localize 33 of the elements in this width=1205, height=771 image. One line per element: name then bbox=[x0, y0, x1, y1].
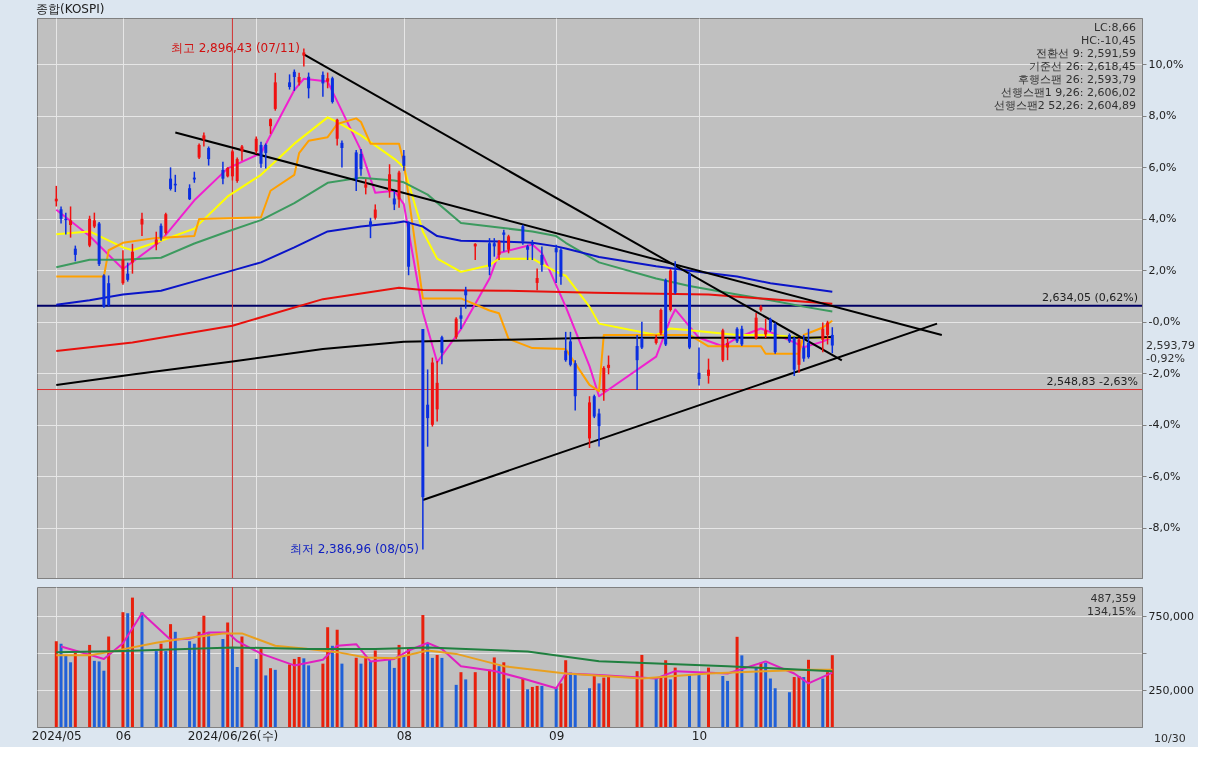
ref-line-label: 2,634,05 (0,62%) bbox=[1041, 290, 1138, 304]
y-tick-label: -8,0% bbox=[1148, 521, 1181, 535]
x-tick-label: 09 bbox=[549, 728, 565, 743]
y-tick-label: 250,000 bbox=[1148, 683, 1194, 697]
annotation: LC:8,66 bbox=[1093, 21, 1136, 34]
annotation: 134,15% bbox=[1087, 605, 1136, 618]
y-tick-label: -4,0% bbox=[1148, 418, 1181, 432]
y-tick-label: 750,000 bbox=[1148, 609, 1194, 623]
y-tick-label: 6,0% bbox=[1148, 160, 1177, 174]
annotation: 후행스팬 26: 2,593,79 bbox=[1018, 73, 1136, 86]
chart-title: 종합(KOSPI) bbox=[36, 1, 105, 16]
annotation: 선행스팬2 52,26: 2,604,89 bbox=[993, 99, 1136, 112]
annotation: 최저 2,386,96 (08/05) bbox=[289, 542, 419, 557]
text: 2,593,79 -0,92% bbox=[1146, 338, 1195, 365]
annotation: 선행스팬1 9,26: 2,606,02 bbox=[1000, 86, 1136, 99]
x-tick-label: 10 bbox=[691, 728, 708, 743]
annotation: 전환선 9: 2,591,59 bbox=[1036, 47, 1136, 60]
annotation: 487,359 bbox=[1090, 592, 1136, 605]
annotation: HC:-10,45 bbox=[1080, 34, 1136, 47]
y-tick-label: 2,0% bbox=[1148, 263, 1177, 277]
annotation: 기준선 26: 2,618,45 bbox=[1029, 60, 1136, 73]
y-tick-label: 8,0% bbox=[1148, 109, 1177, 123]
y-tick-label: -2,0% bbox=[1148, 366, 1181, 380]
x-tick-label: 2024/06/26(수) bbox=[187, 728, 279, 743]
y-tick-label: -6,0% bbox=[1148, 469, 1181, 483]
y-tick-label: 4,0% bbox=[1148, 212, 1177, 226]
y-tick-label: 10,0% bbox=[1148, 57, 1184, 71]
ref-line-label: 2,548,83 -2,63% bbox=[1046, 374, 1138, 388]
x-tick-label: 08 bbox=[396, 728, 412, 743]
y-tick-label: -0,0% bbox=[1148, 315, 1181, 329]
text: 10/30 bbox=[1154, 732, 1186, 745]
x-tick-label: 2024/05 bbox=[31, 728, 82, 743]
x-tick-label: 06 bbox=[115, 728, 132, 743]
